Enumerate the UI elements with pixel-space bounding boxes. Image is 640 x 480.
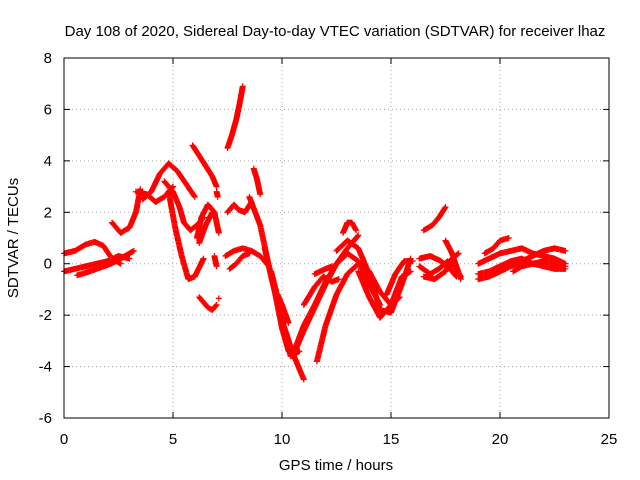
y-tick-label: -2 [39,307,52,324]
series-arc-8 [165,188,207,283]
series-arc-12 [196,294,220,313]
marker-path [250,165,264,198]
y-tick-label: 6 [44,101,52,118]
x-tick-label: 25 [601,431,618,448]
chart-title: Day 108 of 2020, Sidereal Day-to-day VTE… [65,23,606,40]
series-arc-4 [109,186,144,236]
marker-path [196,294,220,313]
series-arc-11 [196,209,216,247]
marker-path [383,258,416,298]
marker-path [442,237,464,283]
marker-path [274,291,292,326]
series-arc-38 [442,237,464,283]
marker-path [74,247,137,279]
marker-path [109,186,144,236]
series-arc-9 [194,201,222,241]
data-points [61,83,569,383]
x-tick-label: 10 [274,431,291,448]
series-arc-20 [250,165,264,198]
series-arc-16 [224,83,246,151]
marker-path [224,83,246,151]
series-arc-43 [510,260,569,275]
series-arc-10 [189,142,220,190]
marker-path [268,268,292,355]
marker-path [189,142,220,190]
series-arc-19 [226,250,253,272]
marker-path [481,235,512,257]
grid [64,58,609,418]
marker-path [300,273,342,308]
x-tick-label: 15 [383,431,400,448]
series-arc-31 [340,219,360,236]
series-arc-6 [139,160,198,203]
y-tick-label: 8 [44,50,52,67]
y-tick-label: 4 [44,153,52,170]
marker-path [165,188,207,283]
marker-path [226,250,253,272]
plot-frame [63,57,610,419]
marker-path [311,263,336,277]
marker-path [420,204,449,234]
series-arc-32 [355,268,414,321]
series-arc-37 [420,204,449,234]
series-arc-28 [311,263,336,277]
x-tick-label: 0 [60,431,68,448]
y-tick-label: 2 [44,204,52,221]
marker-path [211,253,220,270]
y-tick-label: 0 [44,256,52,273]
series-arc-13 [211,253,220,270]
marker-path [215,295,222,302]
y-tick-label: -4 [39,359,52,376]
series-arc-24 [274,291,292,326]
marker-path [355,268,414,321]
marker-path [194,201,222,241]
series-arc-23 [268,268,292,355]
marker-path [510,260,569,275]
marker-path [139,160,198,203]
x-axis-label: GPS time / hours [279,457,393,474]
series-arc-33 [383,258,416,298]
series-arc-14 [213,188,221,200]
series-arc-27 [300,273,342,308]
marker-path [196,209,216,247]
series-arc-41 [475,245,569,283]
y-axis-label: SDTVAR / TECUs [5,178,22,298]
series-arc-3 [74,247,137,279]
x-tick-label: 20 [492,431,509,448]
tick-labels: 0 5 10 15 20 25 -6 -4 -2 0 2 4 6 8 [39,50,618,448]
marker-path [340,219,360,236]
marker-path [475,245,569,283]
series-arc-42 [481,235,512,257]
series-arc-15 [215,295,222,302]
x-tick-label: 5 [169,431,177,448]
axis-ticks [63,57,610,419]
marker-path [213,188,221,200]
y-tick-label: -6 [39,410,52,427]
